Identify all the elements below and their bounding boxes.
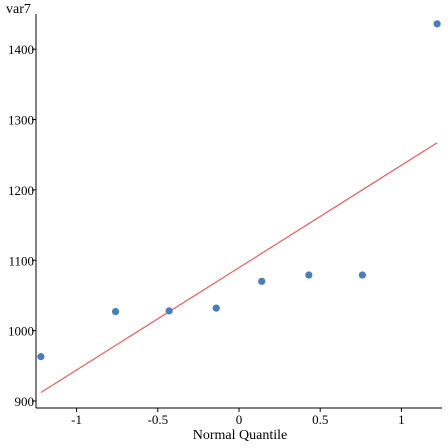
data-point <box>165 307 173 315</box>
x-tick-label: 1 <box>398 412 405 427</box>
y-tick-label: 1100 <box>8 253 34 268</box>
data-point <box>358 271 367 279</box>
x-tick-label: -1 <box>71 412 82 427</box>
data-point <box>212 304 220 312</box>
y-axis-title: var7 <box>6 2 31 17</box>
x-tick-label: 0.5 <box>312 412 328 427</box>
y-tick-label: 1300 <box>8 113 34 128</box>
points-layer <box>37 20 441 361</box>
reference-line-layer <box>40 142 438 394</box>
data-point <box>111 308 120 316</box>
data-point <box>305 271 313 279</box>
y-tick-label: 900 <box>15 394 35 409</box>
x-tick-label: -0.5 <box>148 412 169 427</box>
axes: 900 1000 1100 1200 1300 1400 -1 -0.5 0 0.5 1 <box>8 14 442 427</box>
x-tick-label: 0 <box>236 412 243 427</box>
y-tick-label: 1400 <box>8 42 34 57</box>
reference-line <box>40 142 438 394</box>
y-tick-label: 1200 <box>8 183 34 198</box>
y-tick-label: 1000 <box>8 324 34 339</box>
data-point <box>258 277 266 285</box>
data-point <box>433 20 441 28</box>
x-axis-title: Normal Quantile <box>193 428 287 443</box>
data-point <box>37 353 45 361</box>
